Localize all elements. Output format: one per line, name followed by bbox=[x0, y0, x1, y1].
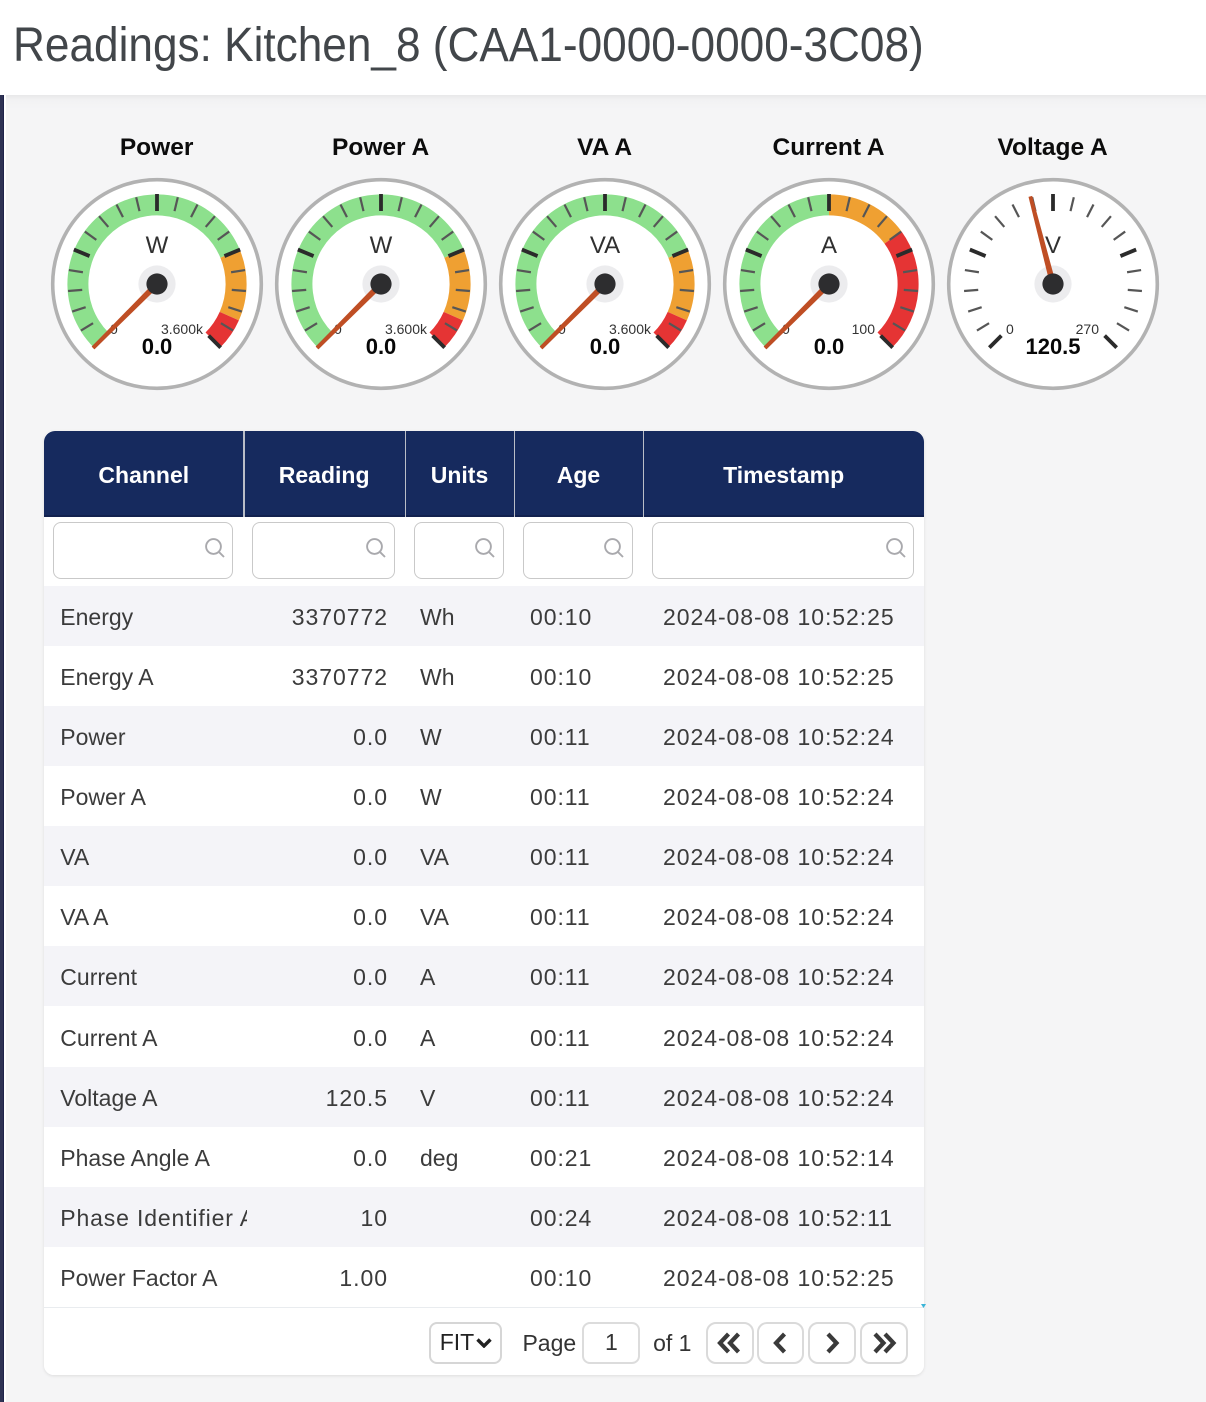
svg-text:V: V bbox=[1045, 232, 1061, 259]
svg-text:3.600k: 3.600k bbox=[609, 321, 652, 337]
svg-text:0: 0 bbox=[1006, 321, 1014, 337]
svg-text:0.0: 0.0 bbox=[589, 334, 620, 359]
svg-text:120.5: 120.5 bbox=[1025, 334, 1080, 359]
svg-text:W: W bbox=[145, 232, 168, 259]
svg-text:0.0: 0.0 bbox=[365, 334, 396, 359]
svg-text:VA: VA bbox=[589, 232, 619, 259]
svg-text:0.0: 0.0 bbox=[813, 334, 844, 359]
svg-text:3.600k: 3.600k bbox=[385, 321, 428, 337]
svg-text:100: 100 bbox=[851, 321, 875, 337]
svg-text:A: A bbox=[821, 232, 837, 259]
svg-text:W: W bbox=[369, 232, 392, 259]
svg-text:0.0: 0.0 bbox=[141, 334, 172, 359]
svg-text:3.600k: 3.600k bbox=[161, 321, 204, 337]
svg-text:270: 270 bbox=[1075, 321, 1099, 337]
